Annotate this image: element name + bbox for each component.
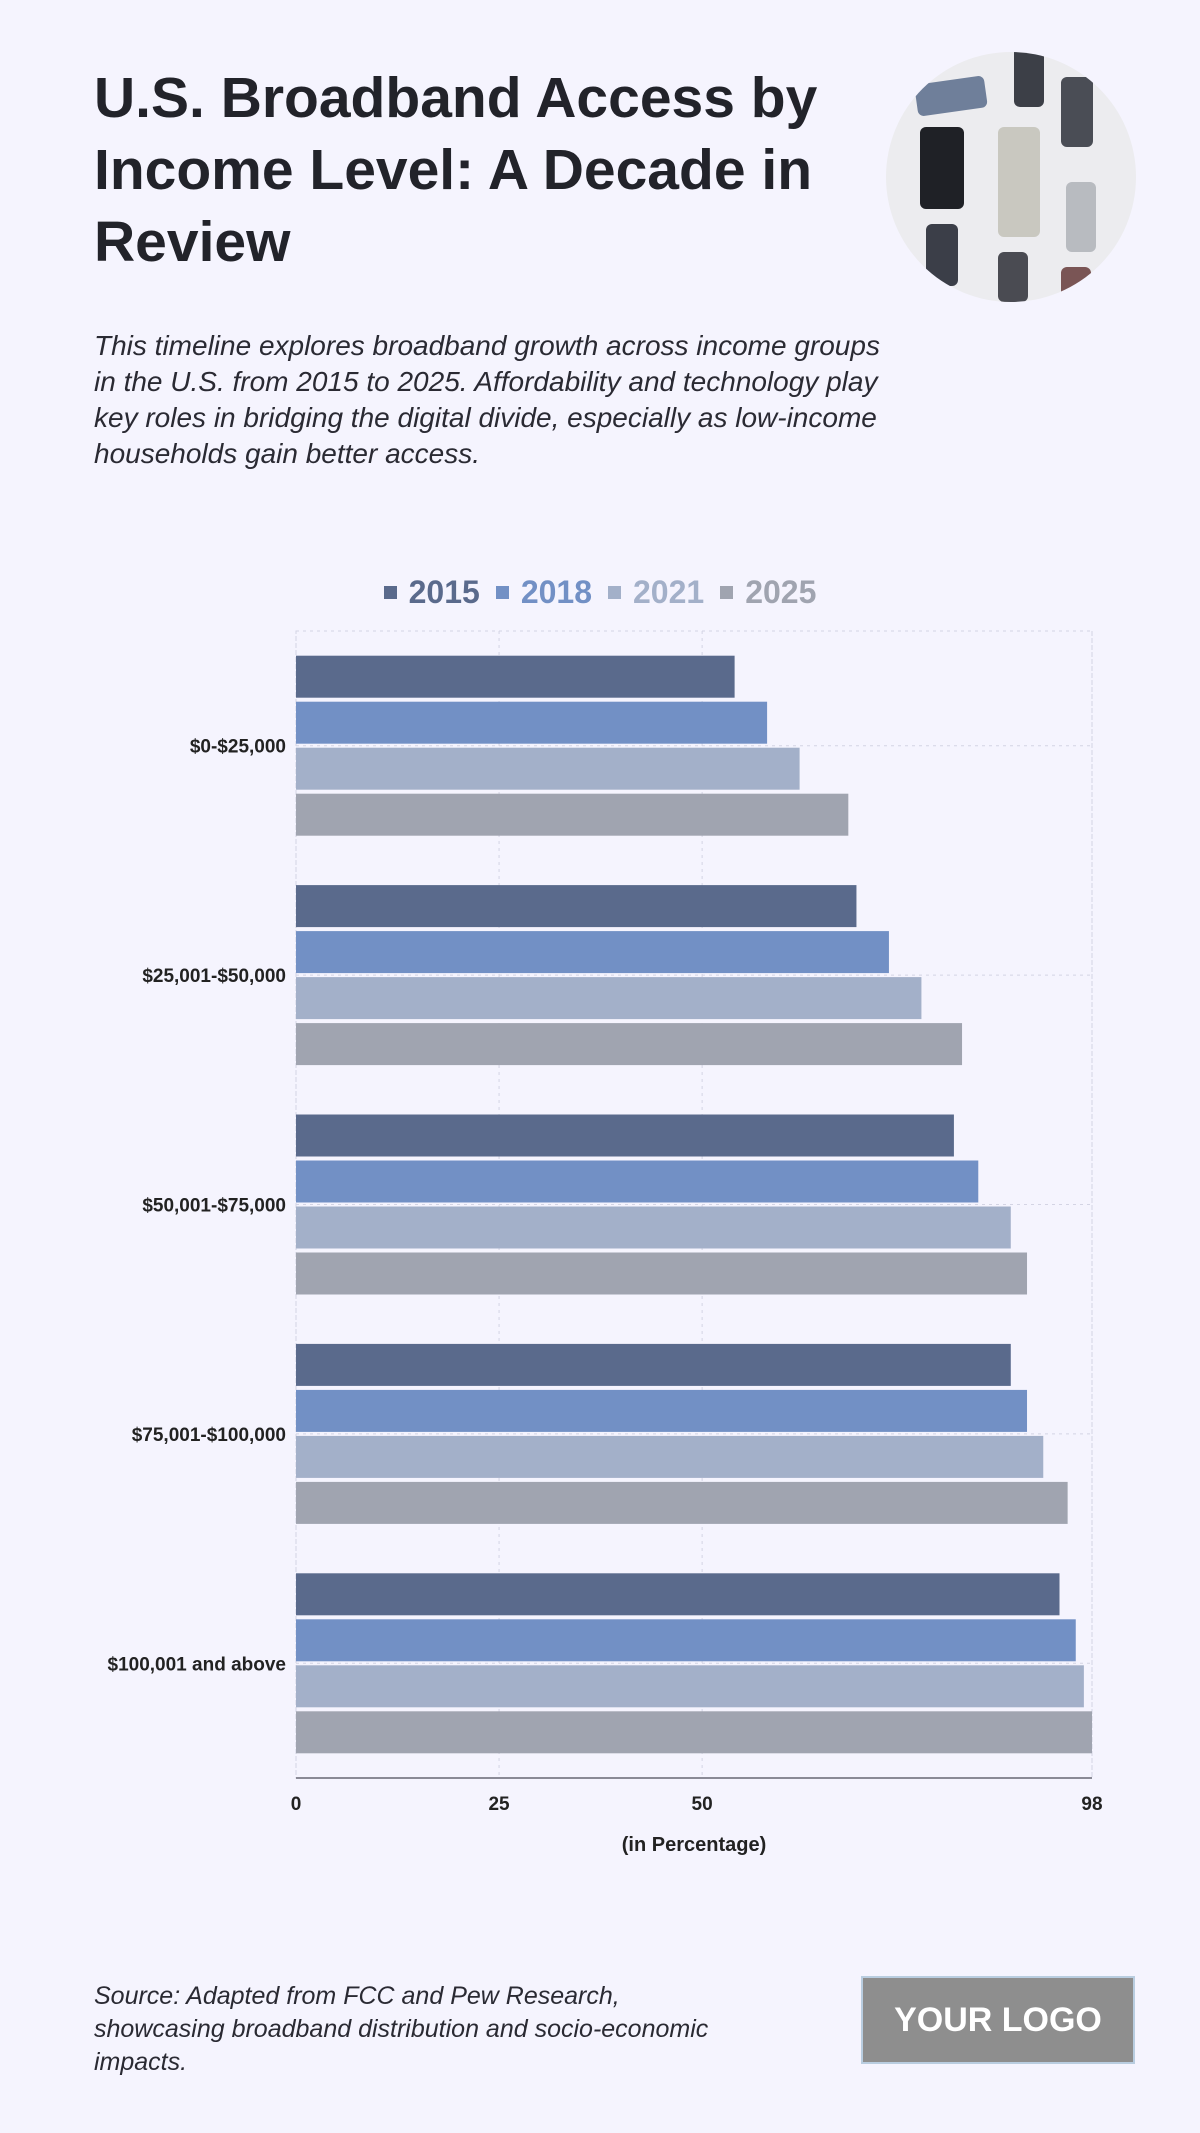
bar-chart: $0-$25,000 $25,001-$50,000 $50,001-$75,000… bbox=[108, 630, 1103, 1815]
bar-2021 bbox=[296, 747, 800, 790]
bar-2025 bbox=[296, 1252, 1028, 1295]
page-subtitle: This timeline explores broadband growth … bbox=[94, 330, 880, 469]
legend-item: 2015 bbox=[383, 574, 480, 611]
bar-2015 bbox=[296, 885, 857, 928]
legend-swatch bbox=[495, 586, 509, 599]
bar-2018 bbox=[296, 701, 768, 744]
bar-2015 bbox=[296, 1114, 954, 1157]
x-tick-label: 98 bbox=[1081, 1794, 1102, 1815]
legend-item: 2021 bbox=[608, 574, 704, 611]
bar-2021 bbox=[296, 1206, 1011, 1249]
bar-2018 bbox=[296, 1389, 1028, 1432]
page-header: U.S. Broadband Access by Income Level: A… bbox=[94, 62, 880, 472]
y-tick-label: $75,001-$100,000 bbox=[132, 1425, 286, 1446]
legend-item: 2025 bbox=[720, 574, 816, 611]
bar-2025 bbox=[296, 793, 849, 836]
x-tick-label: 0 bbox=[291, 1794, 302, 1815]
bar-2021 bbox=[296, 1435, 1044, 1478]
x-axis-label: (in Percentage) bbox=[621, 1834, 767, 1856]
legend-swatch bbox=[720, 586, 734, 599]
y-tick-label: $50,001-$75,000 bbox=[142, 1196, 286, 1217]
bar-2025 bbox=[296, 1023, 963, 1066]
legend-item: 2018 bbox=[495, 574, 592, 611]
bar-2021 bbox=[296, 977, 922, 1020]
legend-swatch bbox=[383, 586, 397, 599]
bar-2015 bbox=[296, 655, 735, 698]
y-tick-label: $0-$25,000 bbox=[190, 737, 286, 758]
legend-swatch bbox=[608, 586, 621, 599]
legend-label: 2015 bbox=[408, 574, 480, 610]
legend-label: 2018 bbox=[520, 574, 592, 610]
chart-legend: 2015 2018 2021 2025 bbox=[0, 570, 1200, 611]
bar-2015 bbox=[296, 1573, 1060, 1616]
bar-2018 bbox=[296, 1160, 979, 1203]
x-tick-label: 25 bbox=[488, 1794, 510, 1815]
y-tick-label: $25,001-$50,000 bbox=[142, 966, 286, 987]
logo-placeholder: YOUR LOGO bbox=[861, 1976, 1135, 2064]
bar-2025 bbox=[296, 1711, 1092, 1754]
bar-2018 bbox=[296, 931, 889, 974]
bar-2021 bbox=[296, 1665, 1084, 1708]
mobile-phones-photo bbox=[886, 52, 1136, 302]
legend-label: 2025 bbox=[745, 574, 817, 610]
bar-2025 bbox=[296, 1481, 1068, 1524]
source-note: Source: Adapted from FCC and Pew Researc… bbox=[94, 1982, 709, 2076]
bar-2018 bbox=[296, 1619, 1076, 1662]
legend-label: 2021 bbox=[633, 574, 705, 610]
bar-2015 bbox=[296, 1343, 1011, 1386]
y-tick-label: $100,001 and above bbox=[108, 1654, 287, 1675]
x-tick-label: 50 bbox=[692, 1794, 713, 1815]
page-title: U.S. Broadband Access by Income Level: A… bbox=[94, 66, 818, 274]
